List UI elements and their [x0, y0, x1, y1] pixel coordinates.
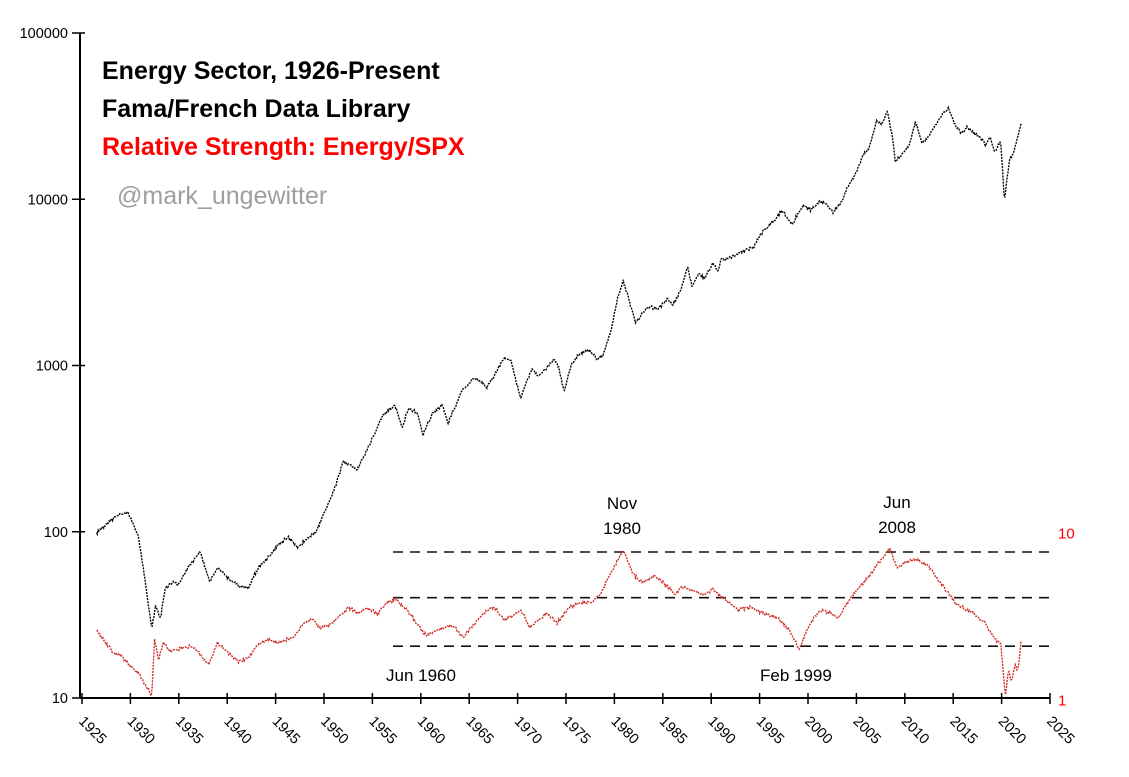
annotation-jun-2008-line1: Jun: [883, 493, 910, 512]
x-axis-tick-label: 2025: [1043, 714, 1077, 748]
x-axis-tick-label: 1940: [220, 714, 254, 748]
energy-sector-series-line: [95, 105, 1022, 628]
x-axis-tick-label: 1970: [511, 714, 545, 748]
x-axis-tick-label: 1955: [366, 714, 400, 748]
right-axis-tick-label: 1: [1058, 693, 1066, 710]
x-axis-tick-label: 2010: [898, 714, 932, 748]
x-axis-tick-label: 1965: [462, 714, 496, 748]
x-axis-tick-label: 1925: [75, 714, 109, 748]
y-axis-tick-label: 100000: [20, 26, 68, 42]
watermark: @mark_ungewitter: [117, 182, 327, 210]
x-axis-tick-label: 1985: [656, 714, 690, 748]
x-axis-tick-label: 1950: [317, 714, 351, 748]
relative-strength-title: Relative Strength: Energy/SPX: [102, 133, 465, 161]
x-axis-tick-label: 1960: [414, 714, 448, 748]
chart-title: Energy Sector, 1926-Present: [102, 57, 440, 85]
annotation-nov-1980-line2: 1980: [603, 519, 641, 538]
annotation-feb-1999: Feb 1999: [760, 666, 832, 685]
y-axis-tick-label: 10: [52, 691, 68, 707]
x-axis-tick-label: 2015: [946, 714, 980, 748]
annotation-jun-1960: Jun 1960: [386, 666, 456, 685]
x-axis-tick-label: 1930: [124, 714, 158, 748]
right-axis-tick-label: 10: [1058, 526, 1075, 543]
annotation-jun-2008-line2: 2008: [878, 518, 916, 537]
x-axis-tick-label: 2000: [801, 714, 835, 748]
series-layer: [95, 105, 1022, 698]
y-axis-tick-label: 1000: [36, 359, 68, 375]
x-axis-tick-label: 1935: [172, 714, 206, 748]
x-axis-tick-label: 1975: [559, 714, 593, 748]
reference-lines-layer: [393, 551, 1049, 648]
x-axis-tick-label: 1945: [269, 714, 303, 748]
y-axis-tick-label: 10000: [28, 192, 68, 208]
relative-strength-series-line: [96, 546, 1022, 698]
x-axis-tick-label: 1995: [753, 714, 787, 748]
x-axis-tick-label: 2020: [995, 714, 1029, 748]
x-axis-tick-label: 2005: [850, 714, 884, 748]
x-axis-tick-label: 1980: [608, 714, 642, 748]
x-axis-tick-label: 1990: [704, 714, 738, 748]
chart-subtitle: Fama/French Data Library: [102, 95, 411, 123]
y-axis-tick-label: 100: [44, 525, 68, 541]
annotation-nov-1980-line1: Nov: [607, 494, 638, 513]
